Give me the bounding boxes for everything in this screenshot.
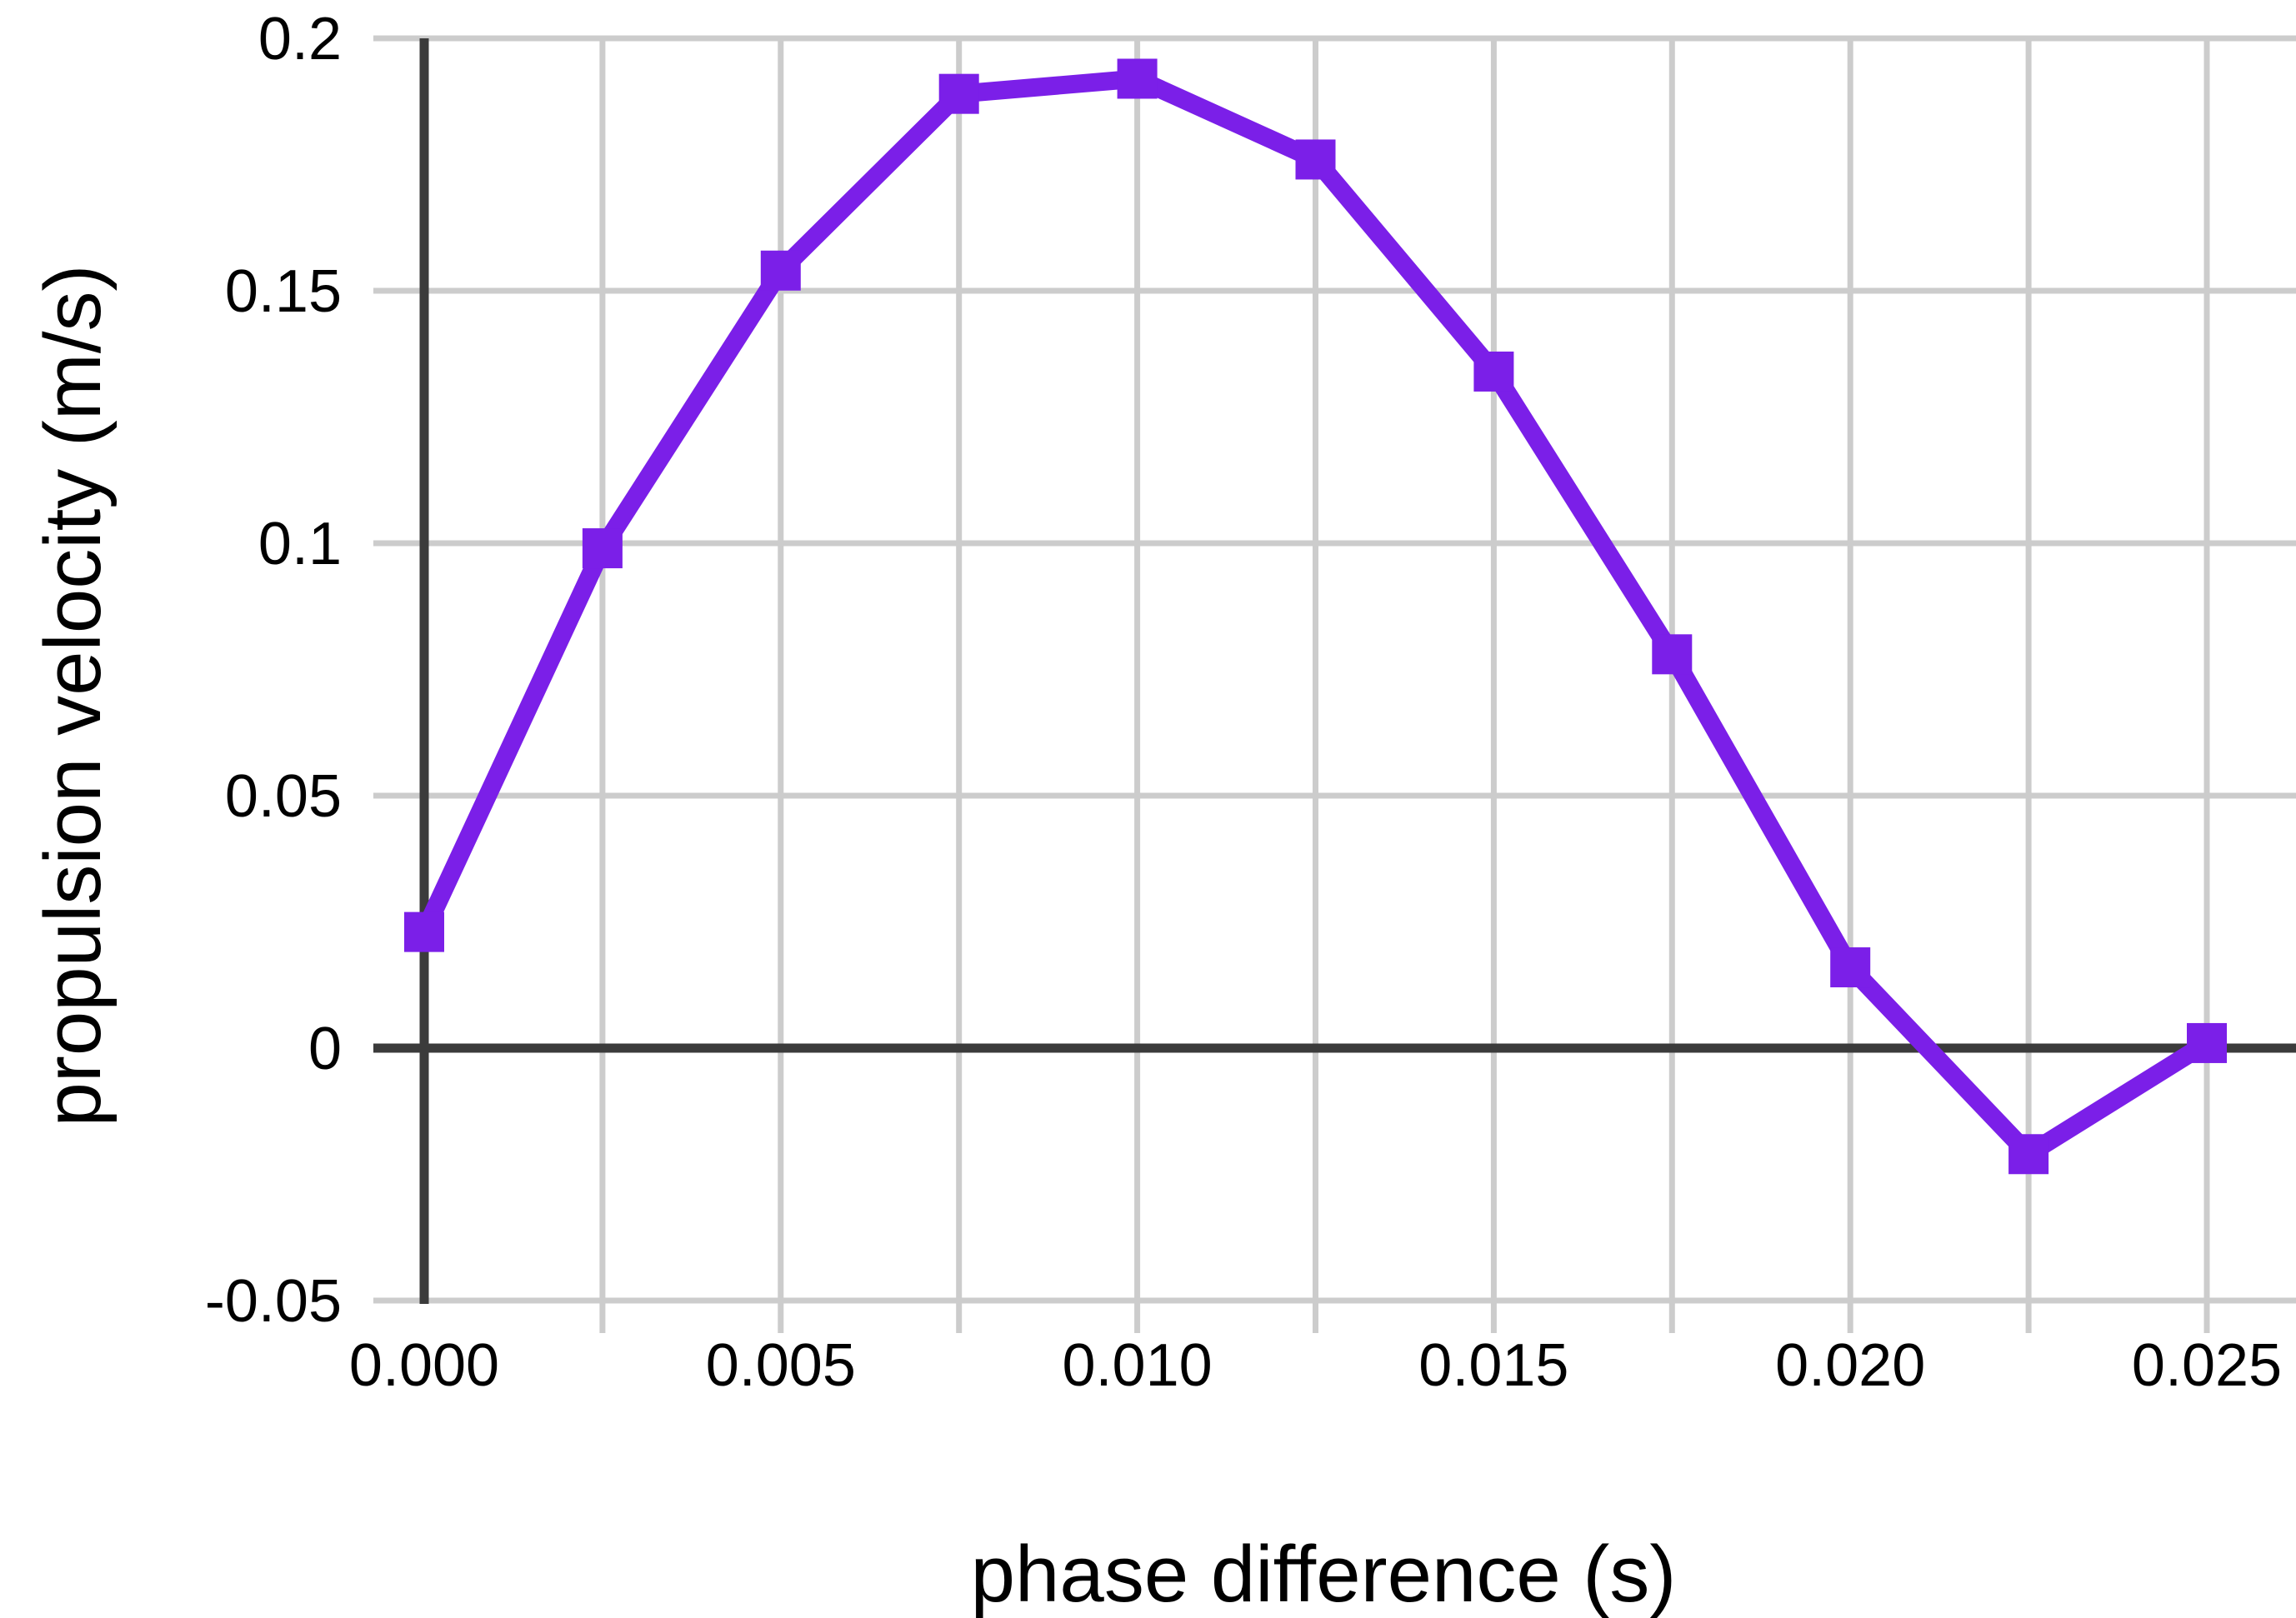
data-point-marker: [1830, 947, 1871, 988]
data-point-marker: [2187, 1022, 2227, 1063]
data-point-marker: [1295, 139, 1336, 180]
x-axis-title: phase difference (s): [970, 1530, 1677, 1618]
data-point-marker: [1652, 634, 1693, 675]
data-point-marker: [760, 250, 801, 291]
y-tick-label: 0.2: [258, 6, 342, 72]
y-tick-label: 0.05: [225, 763, 342, 830]
data-point-marker: [582, 528, 623, 569]
x-tick-label: 0.020: [1775, 1332, 1925, 1399]
y-axis-title: propulsion velocity (m/s): [28, 264, 118, 1127]
data-point-marker: [938, 73, 979, 114]
x-tick-label: 0.000: [349, 1332, 499, 1399]
y-tick-label: 0.15: [225, 258, 342, 325]
data-point-marker: [1473, 351, 1514, 392]
x-tick-label: 0.005: [706, 1332, 856, 1399]
x-tick-label: 0.015: [1418, 1332, 1568, 1399]
data-point-marker: [2008, 1134, 2049, 1175]
data-point-marker: [1117, 58, 1158, 99]
y-tick-label: 0: [308, 1016, 342, 1082]
y-tick-label: -0.05: [205, 1268, 342, 1335]
x-tick-label: 0.010: [1063, 1332, 1213, 1399]
x-tick-label: 0.025: [2132, 1332, 2282, 1399]
data-point-marker: [404, 911, 444, 952]
y-tick-label: 0.1: [258, 511, 342, 577]
